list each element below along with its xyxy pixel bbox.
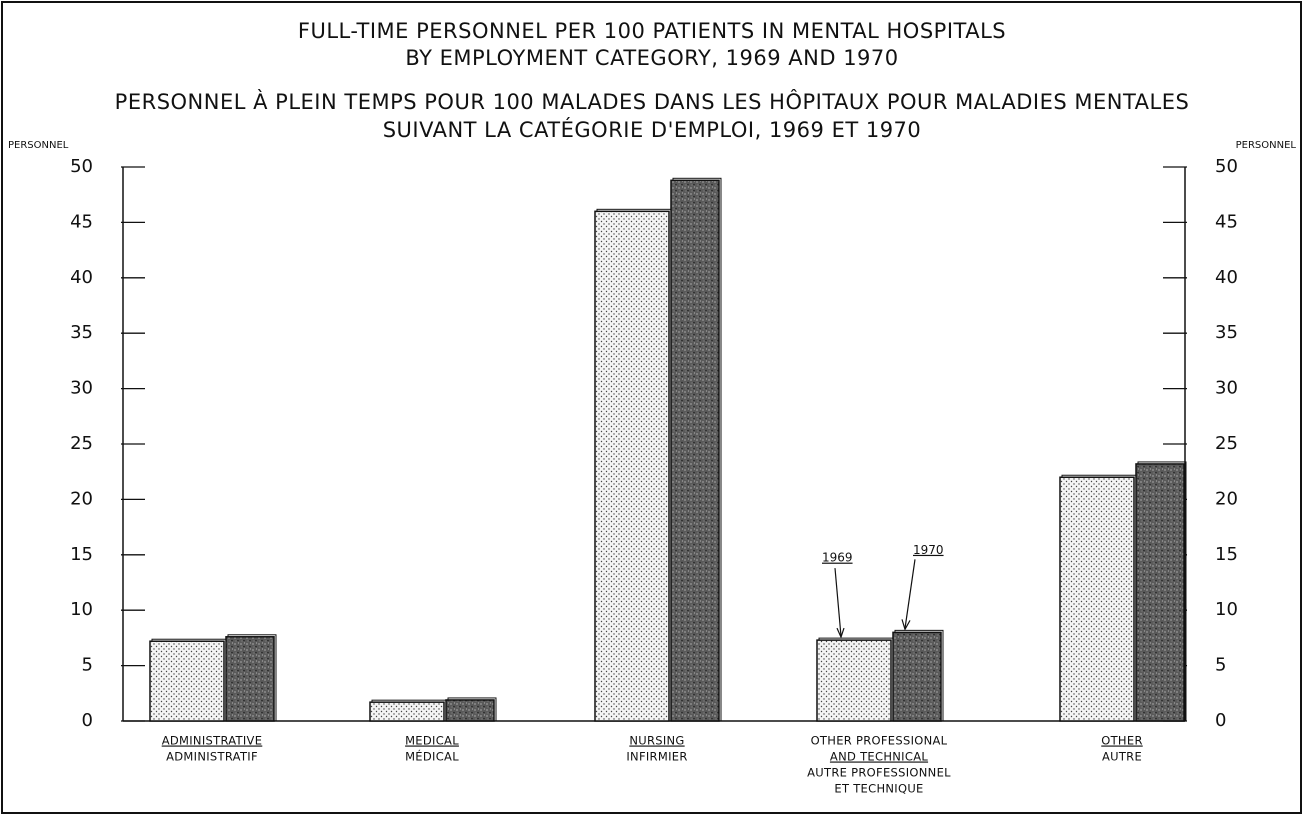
x-tick-label: NURSING: [629, 734, 684, 748]
x-tick-label: AUTRE PROFESSIONNEL: [807, 766, 951, 780]
bar: [149, 640, 225, 722]
bar: [892, 631, 942, 722]
x-tick-label: AUTRE: [1102, 750, 1142, 764]
y-tick-label: 40: [70, 267, 93, 288]
y2-tick-label: 15: [1215, 544, 1238, 565]
x-tick-label: OTHER PROFESSIONAL: [811, 734, 948, 748]
y-tick-label: 50: [70, 156, 93, 177]
x-tick-label: AND TECHNICAL: [830, 750, 928, 764]
title-line: FULL-TIME PERSONNEL PER 100 PATIENTS IN …: [298, 19, 1006, 43]
y2-tick-label: 25: [1215, 433, 1238, 454]
bar: [1135, 463, 1185, 722]
x-tick-label: OTHER: [1101, 734, 1142, 748]
bar: [225, 636, 275, 722]
bar: [594, 210, 670, 722]
y2-tick-label: 20: [1215, 488, 1238, 509]
y-tick-label: 25: [70, 433, 93, 454]
title-line: SUIVANT LA CATÉGORIE D'EMPLOI, 1969 ET 1…: [383, 117, 922, 142]
x-tick-label: ADMINISTRATIVE: [162, 734, 263, 748]
y2-tick-label: 5: [1215, 655, 1226, 676]
x-tick-label: ADMINISTRATIF: [166, 750, 258, 764]
legend-arrowhead: [901, 619, 911, 631]
y2-tick-label: 45: [1215, 211, 1238, 232]
y-tick-label: 45: [70, 211, 93, 232]
y-tick-label: 15: [70, 544, 93, 565]
y-tick-label: 0: [82, 710, 93, 731]
y-tick-label: 30: [70, 378, 93, 399]
bar: [670, 179, 720, 722]
legend-arrow: [834, 568, 842, 637]
bar: [816, 639, 892, 722]
x-tick-label: MÉDICAL: [405, 749, 459, 764]
x-tick-label: MEDICAL: [405, 734, 459, 748]
title-line: BY EMPLOYMENT CATEGORY, 1969 AND 1970: [405, 46, 898, 70]
y2-tick-label: 40: [1215, 267, 1238, 288]
x-tick-label: ET TECHNIQUE: [834, 782, 923, 796]
bar: [445, 699, 495, 722]
y2-tick-label: 10: [1215, 599, 1238, 620]
legend-label: 1969: [822, 551, 853, 565]
y-tick-label: 5: [82, 655, 93, 676]
bar: [1059, 476, 1135, 722]
y2-tick-label: 30: [1215, 378, 1238, 399]
bar: [369, 701, 445, 722]
legend-label: 1970: [913, 543, 944, 557]
title-line: PERSONNEL À PLEIN TEMPS POUR 100 MALADES…: [115, 89, 1190, 114]
y-axis-label: PERSONNEL: [8, 140, 69, 151]
y2-tick-label: 0: [1215, 710, 1226, 731]
y-tick-label: 10: [70, 599, 93, 620]
y2-tick-label: 50: [1215, 156, 1238, 177]
y2-axis-label: PERSONNEL: [1236, 140, 1297, 151]
y-tick-label: 20: [70, 488, 93, 509]
legend-arrowhead: [836, 627, 845, 639]
legend-arrow: [904, 559, 916, 629]
x-tick-label: INFIRMIER: [626, 750, 687, 764]
y-tick-label: 35: [70, 322, 93, 343]
y2-tick-label: 35: [1215, 322, 1238, 343]
